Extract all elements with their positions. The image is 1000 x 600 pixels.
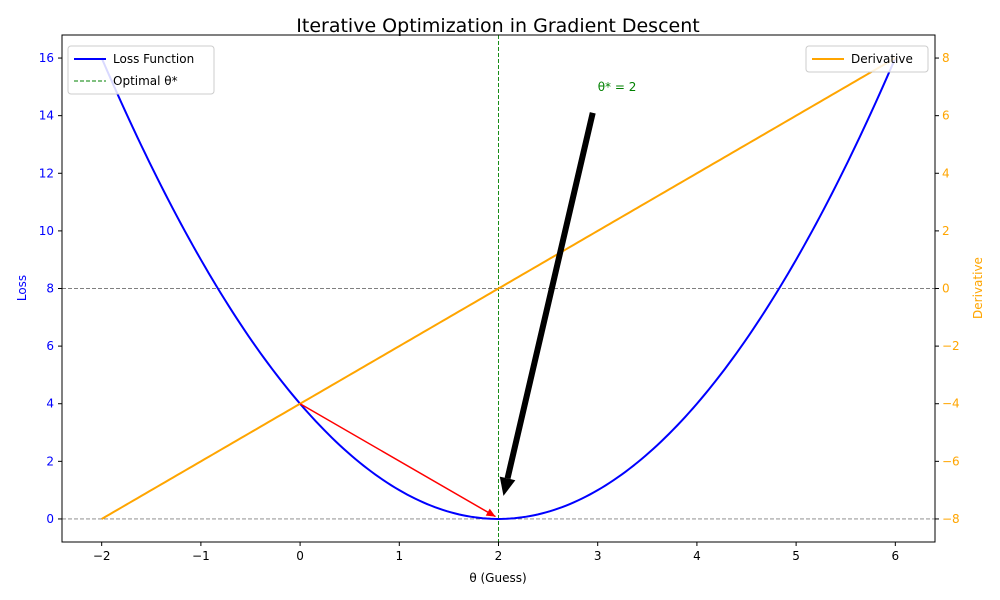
loss-function-line	[100, 57, 897, 520]
x-tick-label: −1	[192, 549, 210, 563]
left-tick-label: 8	[46, 282, 54, 296]
legend-label-loss: Loss Function	[113, 52, 194, 66]
x-axis-ticks: −2 −1 0 1 2 3 4 5 6	[93, 542, 899, 563]
left-axis-ticks: 0 2 4 6 8 10 12 14 16	[39, 51, 62, 526]
x-axis-label: θ (Guess)	[469, 571, 526, 585]
left-tick-label: 4	[46, 397, 54, 411]
left-tick-label: 0	[46, 512, 54, 526]
left-tick-label: 2	[46, 454, 54, 468]
left-tick-label: 14	[39, 109, 54, 123]
left-axis-label: Loss	[15, 275, 29, 301]
gradient-step-arrowhead	[485, 508, 496, 517]
right-tick-label: −6	[942, 454, 960, 468]
plot-area	[62, 35, 935, 542]
x-tick-label: 1	[395, 549, 403, 563]
x-tick-label: −2	[93, 549, 111, 563]
legend-label-optimal: Optimal θ*	[113, 74, 178, 88]
right-axis-label: Derivative	[971, 257, 985, 319]
x-tick-label: 6	[891, 549, 899, 563]
right-tick-label: 0	[942, 282, 950, 296]
right-tick-label: −2	[942, 339, 960, 353]
left-tick-label: 12	[39, 166, 54, 180]
left-tick-label: 16	[39, 51, 54, 65]
annotation-arrowhead	[499, 476, 516, 496]
optimum-annotation: θ* = 2	[598, 80, 637, 94]
legend-label-derivative: Derivative	[851, 52, 913, 66]
right-tick-label: 8	[942, 51, 950, 65]
legend-right-box	[805, 45, 929, 73]
left-tick-label: 10	[39, 224, 54, 238]
x-tick-label: 0	[296, 549, 304, 563]
right-tick-label: −8	[942, 512, 960, 526]
right-tick-label: 4	[942, 166, 950, 180]
x-tick-label: 4	[693, 549, 701, 563]
right-tick-label: −4	[942, 397, 960, 411]
x-tick-label: 2	[495, 549, 503, 563]
right-tick-label: 2	[942, 224, 950, 238]
legend-right: Derivative	[805, 45, 929, 73]
chart-title: Iterative Optimization in Gradient Desce…	[296, 15, 699, 37]
x-tick-label: 5	[792, 549, 800, 563]
left-tick-label: 6	[46, 339, 54, 353]
x-tick-label: 3	[594, 549, 602, 563]
derivative-line	[101, 57, 896, 520]
legend-left: Loss Function Optimal θ*	[67, 45, 215, 95]
right-axis-ticks: −8 −6 −4 −2 0 2 4 6 8	[935, 51, 960, 526]
gradient-step-arrow	[299, 403, 496, 518]
annotation-arrow-shaft	[504, 112, 596, 480]
right-tick-label: 6	[942, 109, 950, 123]
